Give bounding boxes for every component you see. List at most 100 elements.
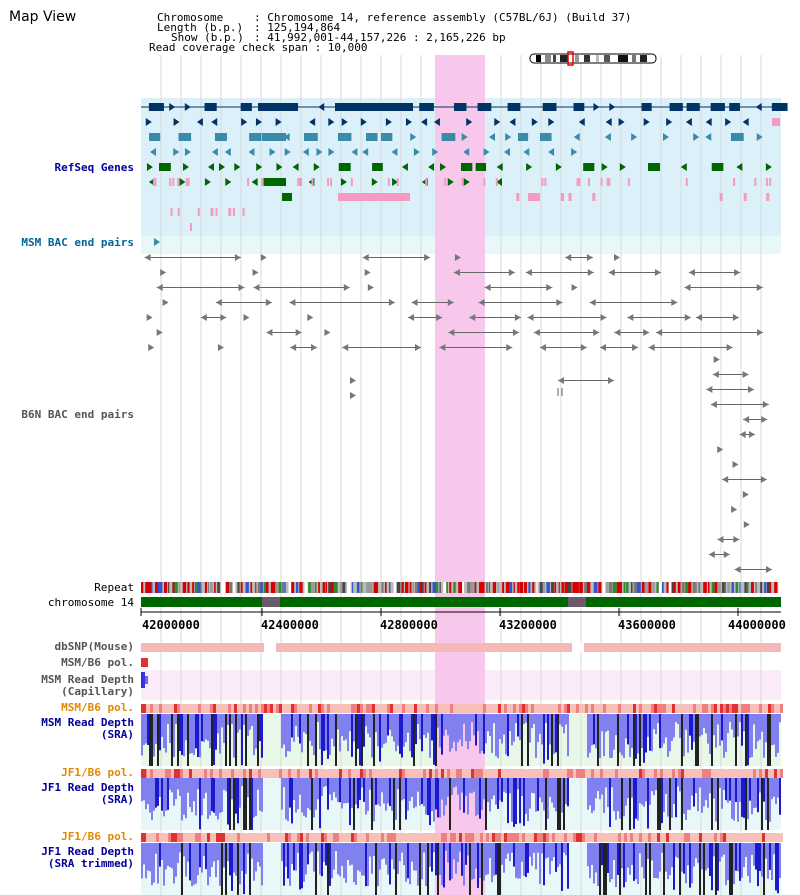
pol-heat-cell [747, 704, 750, 713]
read-depth-bar [645, 714, 647, 753]
pol-heat-cell [564, 833, 567, 842]
b6n-bac-end-pairs-label[interactable]: B6N BAC end pairs [21, 408, 134, 421]
read-depth-bar [295, 714, 297, 726]
pol-heat-cell [558, 769, 561, 778]
read-depth-bar [213, 843, 215, 862]
bac-end-arrow [742, 491, 749, 498]
msm-b6-pol-label-2[interactable]: MSM/B6 pol. [61, 701, 134, 714]
ideogram-band [596, 55, 599, 62]
read-depth-bar [171, 778, 173, 793]
bac-end-arrow [593, 329, 600, 336]
read-depth-bar [483, 778, 485, 800]
read-depth-bar [695, 714, 697, 766]
read-depth-bar [325, 843, 327, 866]
pol-heat-cell [273, 704, 276, 713]
refseq-genes-label[interactable]: RefSeq Genes [54, 161, 134, 174]
refseq-gene-arrow [496, 178, 503, 186]
read-depth-bar [195, 778, 197, 816]
read-depth-bar [497, 714, 499, 759]
read-depth-bar [185, 714, 187, 741]
pol-heat-cell [645, 833, 648, 842]
pol-heat-cell [483, 704, 486, 713]
msm-read-depth-sra-label-1[interactable]: MSM Read Depth [41, 716, 134, 729]
refseq-gene [686, 103, 700, 111]
pol-heat-cell [354, 704, 357, 713]
msm-bac-end-pairs-label[interactable]: MSM BAC end pairs [21, 236, 134, 249]
pol-heat-cell [765, 704, 768, 713]
jf1-read-depth-sra-label-1[interactable]: JF1 Read Depth [41, 781, 134, 794]
repeat-element [157, 582, 162, 593]
chromosome-ideogram-outline [529, 53, 657, 64]
refseq-gene-arrow [729, 103, 736, 111]
bac-end-arrow [589, 299, 596, 306]
read-depth-bar [747, 714, 749, 766]
pol-heat-cell [462, 704, 465, 713]
read-depth-bar [153, 778, 155, 811]
repeat-element [304, 582, 308, 593]
pol-heat-cell [264, 704, 267, 713]
repeat-element [257, 582, 261, 593]
pol-heat-cell [750, 769, 753, 778]
read-depth-bar [537, 778, 539, 811]
msm-read-depth-sra-label-2[interactable]: (SRA) [100, 728, 134, 741]
pol-heat-cell [591, 704, 594, 713]
read-depth-bar [423, 843, 425, 853]
refseq-gene [507, 103, 521, 111]
read-depth-bar [529, 778, 531, 809]
read-depth-bar [281, 778, 283, 810]
capillary-depth-bar [141, 672, 145, 688]
pol-heat-cell [753, 704, 756, 713]
read-depth-bar [317, 714, 319, 722]
msm-read-depth-capillary-label-1[interactable]: MSM Read Depth [41, 673, 134, 686]
bac-end-arrow [215, 299, 222, 306]
msm-b6-pol-label-1[interactable]: MSM/B6 pol. [61, 656, 134, 669]
read-depth-bar [765, 714, 767, 743]
refseq-gene-arrow [641, 103, 648, 111]
bac-end-arrow [220, 314, 227, 321]
refseq-gene-arrow [338, 163, 345, 171]
read-depth-bar [457, 778, 459, 795]
refseq-gene-arrow [421, 118, 428, 126]
read-depth-bar [431, 714, 433, 741]
read-depth-bar [193, 778, 195, 802]
jf1-read-depth-trimmed-label-2[interactable]: (SRA trimmed) [47, 857, 134, 870]
read-depth-bar [223, 843, 225, 868]
pol-heat-cell [258, 769, 261, 778]
jf1-read-depth-sra-label-2[interactable]: (SRA) [100, 793, 134, 806]
pol-heat-cell [648, 769, 651, 778]
pol-heat-cell [654, 833, 657, 842]
jf1-read-depth-trimmed-label-1[interactable]: JF1 Read Depth [41, 845, 134, 858]
repeat-element [250, 582, 253, 593]
dbsnp-label[interactable]: dbSNP(Mouse) [54, 640, 134, 653]
pol-heat-cell [552, 769, 555, 778]
read-depth-bar [559, 843, 561, 865]
read-depth-bar [527, 714, 529, 766]
refseq-gene-pink [327, 178, 330, 186]
refseq-gene-arrow [248, 148, 255, 156]
pol-heat-cell [381, 704, 384, 713]
pol-heat-cell [354, 833, 357, 842]
bac-end-arrow [648, 344, 655, 351]
repeat-element [764, 582, 767, 593]
refseq-gene-arrow [447, 178, 454, 186]
read-depth-bar [695, 778, 697, 794]
pol-heat-cell [168, 704, 171, 713]
read-depth-bar [773, 778, 775, 797]
refseq-gene-arrow [730, 133, 737, 141]
read-depth-bar [431, 843, 433, 872]
jf1-b6-pol-label-2[interactable]: JF1/B6 pol. [61, 830, 134, 843]
msm-read-depth-capillary-label-2[interactable]: (Capillary) [61, 685, 134, 698]
read-depth-bar [501, 778, 503, 802]
read-depth-bar [651, 843, 653, 861]
refseq-gene-arrow [204, 103, 211, 111]
read-depth-bar [467, 778, 469, 815]
bac-end-arrow [723, 551, 730, 558]
read-depth-bar [209, 843, 211, 877]
refseq-gene-arrow [555, 163, 562, 171]
read-depth-bar [429, 778, 431, 826]
jf1-b6-pol-label-1[interactable]: JF1/B6 pol. [61, 766, 134, 779]
read-depth-bar [163, 843, 165, 886]
bac-end-arrow [713, 356, 720, 363]
read-depth-bar [755, 843, 757, 870]
